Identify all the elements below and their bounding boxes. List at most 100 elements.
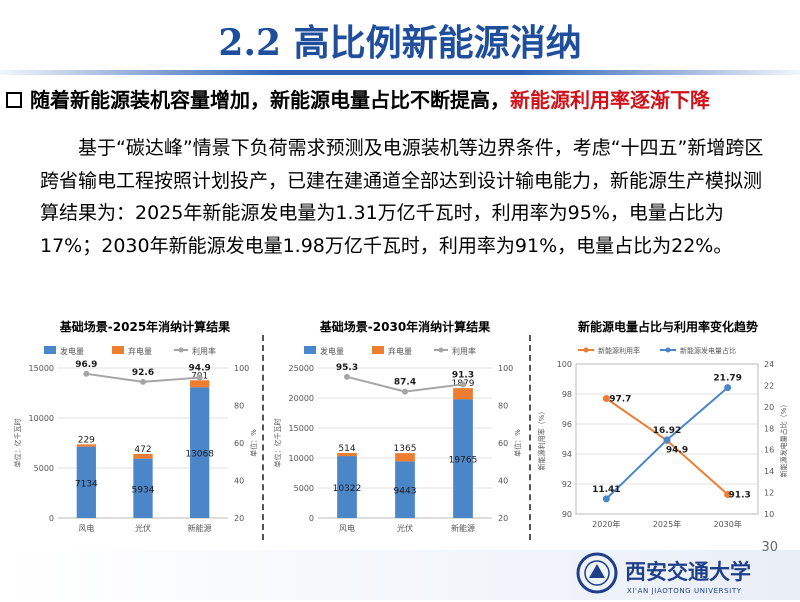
y2-tick-label: 14 [764,467,774,476]
bar-value-label: 1365 [394,444,417,454]
legend-label: 利用率 [452,346,476,356]
y-axis-label: 新能源利用率（%） [537,408,546,471]
bar-generation [395,461,415,518]
share-value-label: 16.92 [653,426,681,436]
paragraph-line: 基于“碳达峰”情景下负荷需求预测及电源装机等边界条件，考虑“十四五” [78,137,688,159]
y2-tick-label: 18 [764,424,774,433]
bar-value-label: 229 [78,435,95,445]
bar-value-label: 19765 [449,456,478,466]
chart-separator [529,335,531,540]
y-tick-label: 5000 [294,484,314,493]
y2-tick-label: 40 [498,477,508,486]
y-tick-label: 0 [49,514,54,523]
utilization-value-label: 94.9 [666,446,688,456]
y2-tick-label: 20 [764,403,774,412]
bar-generation [133,458,153,518]
rate-value-label: 92.6 [132,368,154,378]
y2-tick-label: 60 [498,439,508,448]
y2-tick-label: 24 [764,360,774,369]
y-tick-label: 0 [309,514,314,523]
utilization-value-label: 91.3 [729,491,751,501]
x-tick-label: 风电 [339,523,355,533]
chart-trend-title: 新能源电量占比与利用率变化趋势 [577,320,758,334]
y2-tick-label: 40 [234,477,244,486]
y2-axis-label: 新能源发电量占比（%） [779,401,788,478]
rate-point [344,373,350,380]
bar-value-label: 9443 [394,487,417,497]
y2-tick-label: 12 [764,489,774,498]
paragraph-line: 新增跨区跨省输电工程按照计划投产，已建在建通道全部达到设计输电能力，新 [40,137,764,192]
utilization-point [602,395,610,402]
y2-axis-label: 单位：% [513,429,522,457]
rate-point [460,381,466,388]
university-logo: 西安交通大学 XI'AN JIAOTONG UNIVERSITY [575,548,775,598]
paragraph-line: 能源生产模拟测算结果为：2025年新能源发电量为1.31万亿千瓦时，利用率为 [40,169,763,225]
square-bullet-icon [6,91,22,108]
y2-tick-label: 22 [764,381,774,390]
bar-value-label: 5934 [132,485,155,495]
rate-point [196,374,203,381]
legend-label: 利用率 [192,346,216,356]
y2-tick-label: 10 [764,510,774,519]
y2-tick-label: 16 [764,446,774,455]
rate-value-label: 91.3 [452,370,474,380]
bar-value-label: 13068 [185,450,214,460]
x-tick-label: 2025年 [653,519,681,529]
chart-trend: 新能源利用率 新能源发电量占比90929496981001012141618202… [537,346,788,529]
share-value-label: 21.79 [713,374,741,384]
legend-label: 发电量 [60,346,84,356]
y-tick-label: 90 [562,510,572,519]
share-point [602,495,610,503]
chart-2025: 发电量 弃电量 利用率 0 5000 10000 15000 20 40 60 80 100 单位：亿千… [13,346,258,533]
share-point [724,384,732,392]
legend-swatch [304,346,316,354]
y2-axis-label: 单位：% [249,429,258,457]
legend-label: 弃电量 [128,346,152,356]
bar-value-label: 514 [338,444,355,454]
y-tick-label: 5000 [34,464,54,473]
y2-tick-label: 100 [498,364,513,373]
chart-separator [262,335,264,540]
legend-marker [178,347,184,353]
y-tick-label: 98 [562,390,572,399]
chart-2030: 发电量 弃电量 利用率 0 5000 10000 15000 20000 25000 20 40 60… [273,346,522,533]
title-divider [0,70,800,75]
legend-label: 弃电量 [388,346,412,356]
legend-swatch [112,346,124,354]
y-tick-label: 10000 [29,414,54,423]
legend-label: 新能源利用率 [598,346,640,355]
x-tick-label: 2030年 [713,519,741,529]
x-tick-label: 新能源 [451,523,475,533]
x-tick-label: 风电 [78,523,94,533]
bar-value-label: 472 [134,445,151,455]
y-tick-label: 96 [562,420,572,429]
x-tick-label: 光伏 [135,523,151,533]
y-tick-label: 92 [562,480,572,489]
y-tick-label: 15000 [289,424,314,433]
rate-point [83,370,90,377]
y2-tick-label: 20 [498,514,508,523]
rate-value-label: 87.4 [394,378,416,388]
school-name-cn: 西安交通大学 [625,559,751,584]
bar-curtailment [337,452,357,457]
bar-curtailment [76,444,96,447]
y2-tick-label: 100 [234,364,249,373]
rate-value-label: 96.9 [75,360,97,370]
legend-marker [583,347,589,353]
legend-swatch [44,346,56,354]
bullet-lead-text: 随着新能源装机容量增加，新能源电量占比不断提高， [30,88,510,112]
bar-generation [76,446,96,518]
y-tick-label: 15000 [29,364,54,373]
utilization-value-label: 97.7 [609,395,631,405]
chart-2025-title: 基础场景-2025年消纳计算结果 [59,320,231,334]
share-point [663,436,671,444]
university-seal-icon: 西安交通大学 XI'AN JIAOTONG UNIVERSITY [576,552,751,595]
legend-swatch [372,346,384,354]
bullet-highlight-text: 新能源利用率逐渐下降 [510,88,710,112]
legend-label: 发电量 [320,346,344,356]
slide-title: 2.2 高比例新能源消纳 [218,22,582,64]
legend-marker [438,347,444,353]
rate-value-label: 94.9 [189,364,211,374]
y-tick-label: 20000 [289,394,314,403]
